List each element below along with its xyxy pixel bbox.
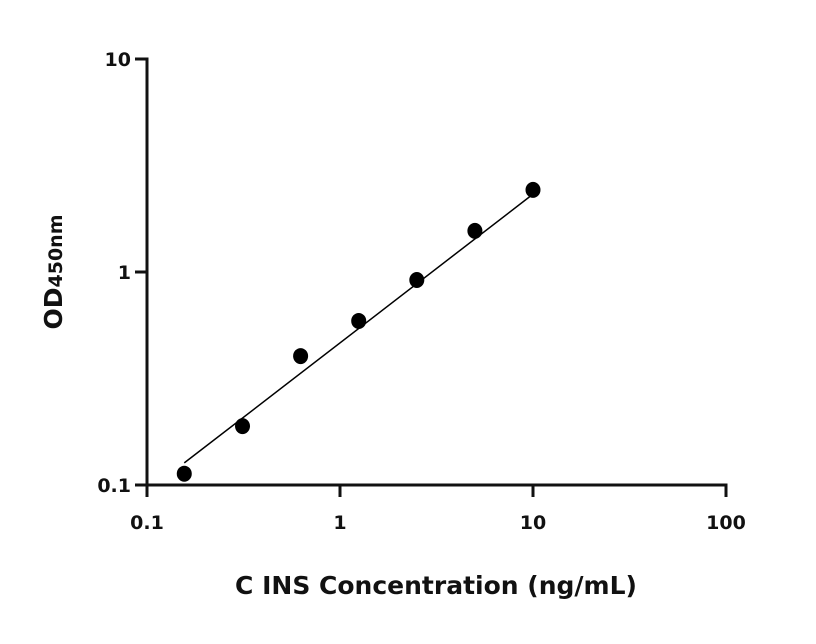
y-tick-label: 0.1 (97, 475, 131, 497)
x-tick-label: 100 (706, 512, 746, 534)
data-point (525, 181, 541, 198)
data-point (293, 348, 309, 365)
data-point (176, 465, 192, 482)
y-tick-label: 1 (118, 262, 131, 284)
data-point (351, 312, 367, 329)
data-point (467, 222, 483, 239)
y-axis-title-main: OD (39, 287, 68, 329)
x-tick-label: 0.1 (130, 512, 164, 534)
x-tick-label: 1 (333, 512, 346, 534)
y-axis-title-sub: 450nm (45, 214, 67, 287)
data-point (235, 418, 251, 435)
data-point (409, 272, 425, 289)
x-tick-label: 10 (520, 512, 546, 534)
y-axis-title: OD450nm (39, 214, 68, 329)
y-tick-label: 10 (105, 49, 131, 71)
x-axis-title: C INS Concentration (ng/mL) (235, 571, 637, 600)
